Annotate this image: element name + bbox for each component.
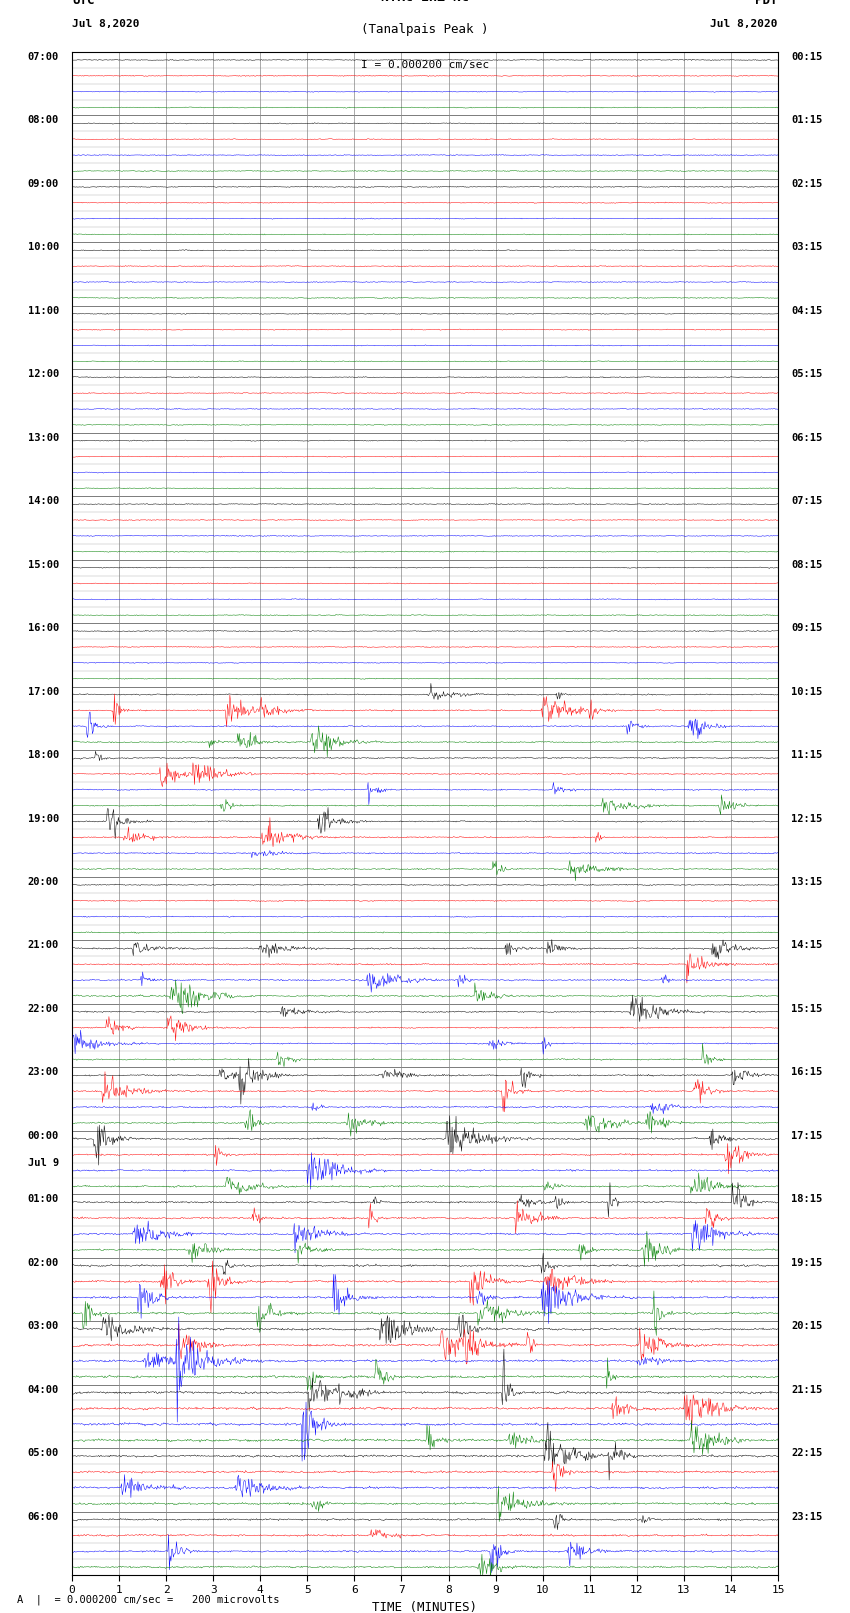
Text: 04:00: 04:00	[27, 1384, 59, 1395]
Text: 08:15: 08:15	[791, 560, 823, 569]
Text: Jul 8,2020: Jul 8,2020	[72, 19, 139, 29]
Text: 15:15: 15:15	[791, 1003, 823, 1015]
Text: 17:00: 17:00	[27, 687, 59, 697]
Text: 12:15: 12:15	[791, 813, 823, 824]
Text: A  |  = 0.000200 cm/sec =   200 microvolts: A | = 0.000200 cm/sec = 200 microvolts	[17, 1594, 280, 1605]
Text: I = 0.000200 cm/sec: I = 0.000200 cm/sec	[361, 60, 489, 69]
Text: 10:15: 10:15	[791, 687, 823, 697]
Text: 03:15: 03:15	[791, 242, 823, 252]
Text: 12:00: 12:00	[27, 369, 59, 379]
Text: 13:15: 13:15	[791, 877, 823, 887]
Text: 07:15: 07:15	[791, 497, 823, 506]
Text: Jul 9: Jul 9	[27, 1158, 59, 1168]
Text: 09:15: 09:15	[791, 623, 823, 634]
Text: 02:00: 02:00	[27, 1258, 59, 1268]
Text: 00:15: 00:15	[791, 52, 823, 61]
Text: 21:00: 21:00	[27, 940, 59, 950]
Text: 16:15: 16:15	[791, 1068, 823, 1077]
Text: 13:00: 13:00	[27, 432, 59, 442]
X-axis label: TIME (MINUTES): TIME (MINUTES)	[372, 1602, 478, 1613]
Text: 00:00: 00:00	[27, 1131, 59, 1140]
Text: 02:15: 02:15	[791, 179, 823, 189]
Text: 19:15: 19:15	[791, 1258, 823, 1268]
Text: (Tanalpais Peak ): (Tanalpais Peak )	[361, 23, 489, 35]
Text: 11:00: 11:00	[27, 306, 59, 316]
Text: 18:15: 18:15	[791, 1194, 823, 1205]
Text: 06:00: 06:00	[27, 1511, 59, 1521]
Text: 05:00: 05:00	[27, 1448, 59, 1458]
Text: 06:15: 06:15	[791, 432, 823, 442]
Text: 09:00: 09:00	[27, 179, 59, 189]
Text: 23:15: 23:15	[791, 1511, 823, 1521]
Text: 19:00: 19:00	[27, 813, 59, 824]
Text: 16:00: 16:00	[27, 623, 59, 634]
Text: 23:00: 23:00	[27, 1068, 59, 1077]
Text: 14:15: 14:15	[791, 940, 823, 950]
Text: 10:00: 10:00	[27, 242, 59, 252]
Text: 05:15: 05:15	[791, 369, 823, 379]
Text: 01:15: 01:15	[791, 116, 823, 126]
Text: PDT: PDT	[756, 0, 778, 6]
Text: 11:15: 11:15	[791, 750, 823, 760]
Text: UTC: UTC	[72, 0, 94, 6]
Text: 17:15: 17:15	[791, 1131, 823, 1140]
Text: 03:00: 03:00	[27, 1321, 59, 1331]
Text: 18:00: 18:00	[27, 750, 59, 760]
Text: Jul 8,2020: Jul 8,2020	[711, 19, 778, 29]
Text: 22:00: 22:00	[27, 1003, 59, 1015]
Text: 04:15: 04:15	[791, 306, 823, 316]
Text: 15:00: 15:00	[27, 560, 59, 569]
Text: 20:00: 20:00	[27, 877, 59, 887]
Text: 08:00: 08:00	[27, 116, 59, 126]
Text: 14:00: 14:00	[27, 497, 59, 506]
Text: NTRC EHZ NC: NTRC EHZ NC	[381, 0, 469, 3]
Text: 01:00: 01:00	[27, 1194, 59, 1205]
Text: 21:15: 21:15	[791, 1384, 823, 1395]
Text: 22:15: 22:15	[791, 1448, 823, 1458]
Text: 20:15: 20:15	[791, 1321, 823, 1331]
Text: 07:00: 07:00	[27, 52, 59, 61]
